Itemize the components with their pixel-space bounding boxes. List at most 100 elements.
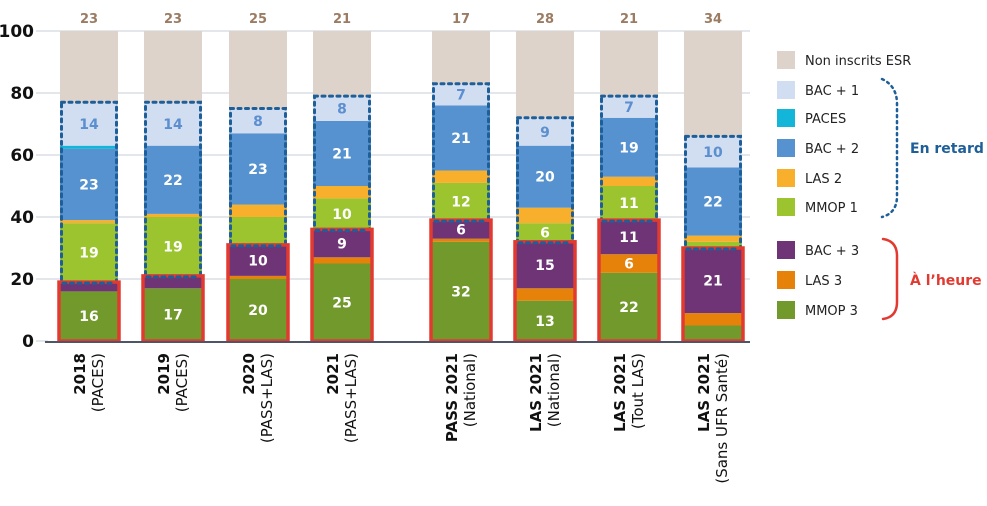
bar-segment-bac-1 xyxy=(229,108,287,134)
bar-segment-las-2 xyxy=(144,213,202,217)
bar-segment-non-inscrits-esr xyxy=(516,31,574,118)
segment-labels: 16 19 23 14 23 17 19 22 14 23 20 10 23 8 25 25 9 10 21 8 21 3… xyxy=(79,12,723,330)
x-label: 2020 (PASS+LAS) xyxy=(240,353,276,443)
data-label: 10 xyxy=(248,253,268,269)
bar-segment-mmop-1 xyxy=(516,223,574,242)
x-label-main: LAS 2021 xyxy=(695,353,713,432)
data-label: 21 xyxy=(451,131,470,147)
bar-segment-bac-3 xyxy=(432,220,490,239)
x-label-sub: (PACES) xyxy=(173,353,191,412)
x-label-sub: (Sans UFR Santé) xyxy=(713,353,731,484)
data-label: 19 xyxy=(163,239,182,255)
x-label: LAS 2021 (Sans UFR Santé) xyxy=(695,353,731,484)
legend-label: LAS 3 xyxy=(805,274,842,289)
x-label: PASS 2021 (National) xyxy=(443,353,479,442)
data-label: 6 xyxy=(540,226,550,242)
x-label: 2018 (PACES) xyxy=(71,353,107,412)
data-label: 34 xyxy=(704,12,722,27)
data-label: 12 xyxy=(451,195,470,211)
bar-segment-las-2 xyxy=(60,220,118,224)
legend-swatch-mmop-1 xyxy=(777,198,795,216)
data-label: 15 xyxy=(535,258,554,274)
x-label-main: PASS 2021 xyxy=(443,353,461,442)
group-label-ontime: À l’heure xyxy=(910,272,982,289)
data-label: 11 xyxy=(619,196,638,212)
bar-segment-mmop-3 xyxy=(516,300,574,341)
legend-swatch-las-2 xyxy=(777,169,795,187)
bar-segment-non-inscrits-esr xyxy=(600,31,658,97)
legend-label: BAC + 3 xyxy=(805,244,859,259)
bar-segment-mmop-1 xyxy=(229,217,287,245)
bar-segment-bac-3 xyxy=(229,244,287,276)
bar-segment-las-3 xyxy=(229,275,287,279)
bar-segment-mmop-3 xyxy=(432,241,490,341)
bar-segment-bac-1 xyxy=(516,117,574,146)
bar-segment-bac-2 xyxy=(516,145,574,208)
bar-segment-mmop-1 xyxy=(313,198,371,230)
legend-label: BAC + 1 xyxy=(805,84,859,99)
legend-label: MMOP 3 xyxy=(805,304,858,319)
x-label-sub: (PASS+LAS) xyxy=(258,353,276,443)
x-label-main: LAS 2021 xyxy=(611,353,629,432)
data-label: 23 xyxy=(164,12,182,27)
bar-segment-bac-1 xyxy=(144,102,202,146)
legend: Non inscrits ESR BAC + 1 PACES BAC + 2 LAS 2… xyxy=(777,51,911,319)
x-label-sub: (PACES) xyxy=(89,353,107,412)
x-label-main: 2019 xyxy=(155,353,173,395)
bar-segment-las-2 xyxy=(684,235,742,242)
bar-segment-mmop-3 xyxy=(229,279,287,341)
data-label: 9 xyxy=(540,125,550,141)
y-tick-label: 40 xyxy=(10,208,34,228)
bar-segment-mmop-3 xyxy=(600,272,658,341)
bar-segment-bac-2 xyxy=(229,133,287,205)
data-label: 20 xyxy=(248,303,268,319)
legend-label: BAC + 2 xyxy=(805,142,859,157)
data-label: 25 xyxy=(332,295,351,311)
late-bracket-icon xyxy=(880,77,899,219)
data-label: 21 xyxy=(333,12,351,27)
x-label-sub: (National) xyxy=(545,353,563,427)
bar-segment-non-inscrits-esr xyxy=(60,31,118,103)
x-label: 2019 (PACES) xyxy=(155,353,191,412)
x-label-sub: (PASS+LAS) xyxy=(342,353,360,443)
bar-segment-paces xyxy=(60,145,118,149)
data-label: 23 xyxy=(80,12,98,27)
x-label: LAS 2021 (National) xyxy=(527,353,563,432)
y-tick-label: 100 xyxy=(0,22,34,42)
bar-segment-bac-3 xyxy=(144,275,202,289)
bar-segment-mmop-1 xyxy=(684,241,742,248)
bar-segment-las-2 xyxy=(229,204,287,217)
data-label: 8 xyxy=(253,114,263,130)
legend-swatch-las-3 xyxy=(777,271,795,289)
data-label: 7 xyxy=(456,88,466,104)
bar-segment-mmop-1 xyxy=(600,186,658,221)
bar-segment-bac-3 xyxy=(313,229,371,258)
bar-segment-bac-2 xyxy=(684,167,742,236)
bar-segment-las-3 xyxy=(684,313,742,326)
data-label: 9 xyxy=(337,236,347,252)
group-label-late: En retard xyxy=(910,141,984,157)
data-label: 14 xyxy=(163,117,183,133)
bar-segment-bac-2 xyxy=(60,148,118,221)
bar-segment-las-3 xyxy=(600,254,658,273)
data-label: 13 xyxy=(535,314,554,330)
legend-swatch-paces xyxy=(777,109,795,127)
bars xyxy=(60,31,742,341)
bar-segment-mmop-3 xyxy=(313,263,371,341)
bar-segment-las-3 xyxy=(313,257,371,264)
data-label: 19 xyxy=(619,140,638,156)
bar-segment-las-2 xyxy=(432,170,490,183)
legend-swatch-bac-2 xyxy=(777,139,795,157)
bar-segment-bac-3 xyxy=(684,248,742,314)
data-label: 11 xyxy=(619,230,638,246)
data-label: 22 xyxy=(703,195,722,211)
legend-label: MMOP 1 xyxy=(805,201,858,216)
bar-segment-bac-1 xyxy=(313,96,371,121)
bar-segment-las-3 xyxy=(432,238,490,242)
bar-segment-bac-1 xyxy=(600,96,658,118)
bar-segment-non-inscrits-esr xyxy=(684,31,742,137)
data-label: 23 xyxy=(248,162,267,178)
bar-segment-las-2 xyxy=(516,207,574,224)
data-label: 25 xyxy=(249,12,267,27)
data-label: 6 xyxy=(456,222,466,238)
